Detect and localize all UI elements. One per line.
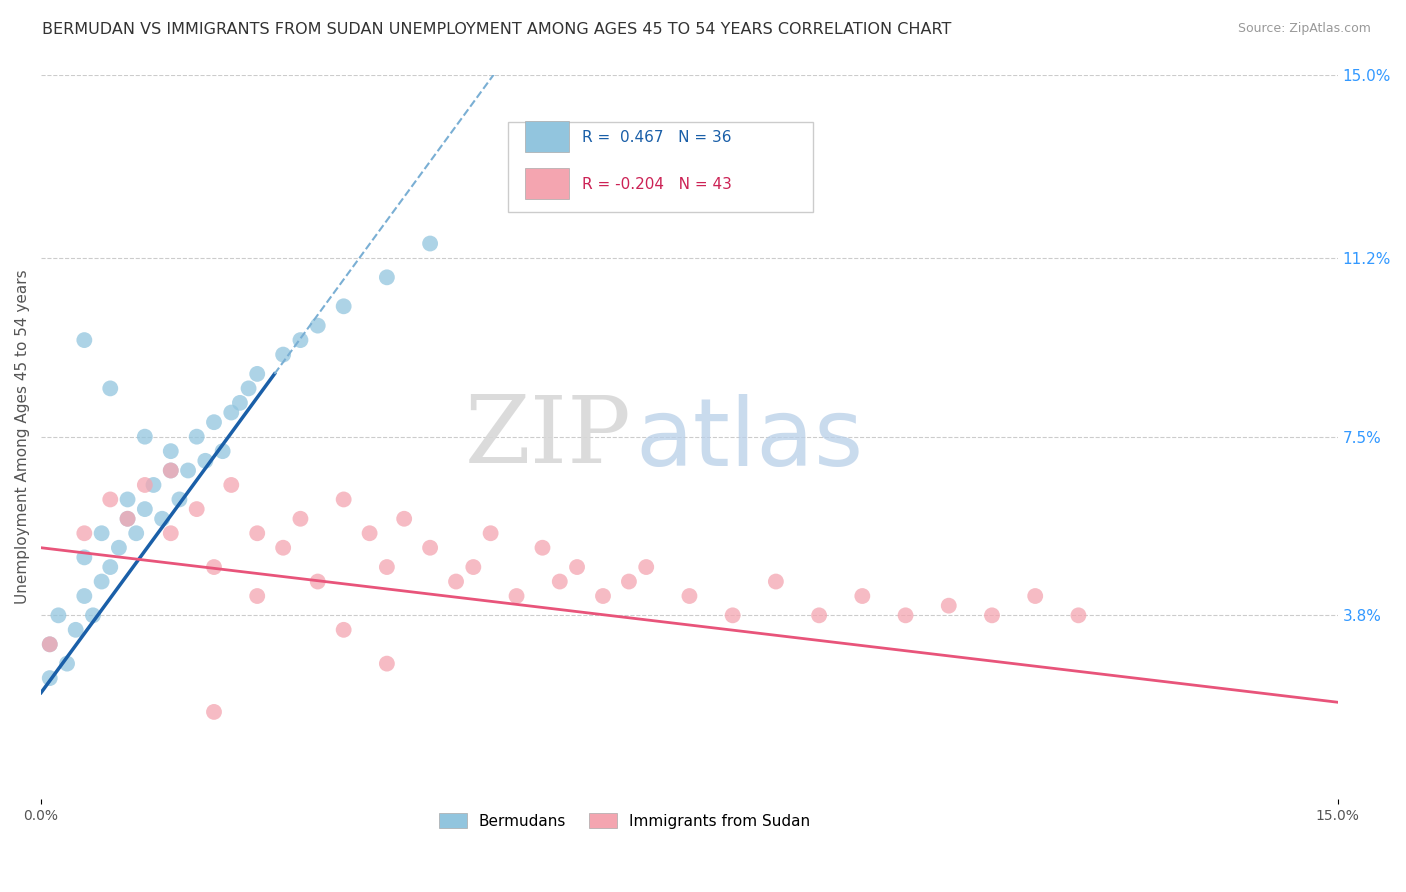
Point — [332, 299, 354, 313]
Point — [617, 574, 640, 589]
Point — [246, 589, 269, 603]
Point — [73, 526, 96, 541]
FancyBboxPatch shape — [508, 121, 813, 212]
Point — [419, 541, 441, 555]
Point — [90, 574, 112, 589]
Text: atlas: atlas — [636, 394, 863, 486]
Point — [202, 560, 225, 574]
Point — [90, 526, 112, 541]
Point — [419, 236, 441, 251]
FancyBboxPatch shape — [524, 168, 569, 199]
Point — [117, 512, 139, 526]
Point — [169, 492, 191, 507]
Point — [98, 560, 121, 574]
Point — [808, 608, 831, 623]
Point — [211, 444, 233, 458]
Point — [108, 541, 131, 555]
Point — [219, 478, 242, 492]
Point — [98, 381, 121, 395]
Point — [177, 463, 200, 477]
Point — [194, 454, 217, 468]
Point — [307, 318, 329, 333]
Point — [125, 526, 148, 541]
Text: R =  0.467   N = 36: R = 0.467 N = 36 — [582, 130, 731, 145]
FancyBboxPatch shape — [524, 121, 569, 152]
Text: ZIP: ZIP — [464, 392, 631, 482]
Point — [359, 526, 381, 541]
Point — [505, 589, 527, 603]
Text: R = -0.204   N = 43: R = -0.204 N = 43 — [582, 178, 731, 192]
Point — [134, 430, 156, 444]
Point — [65, 623, 87, 637]
Text: BERMUDAN VS IMMIGRANTS FROM SUDAN UNEMPLOYMENT AMONG AGES 45 TO 54 YEARS CORRELA: BERMUDAN VS IMMIGRANTS FROM SUDAN UNEMPL… — [42, 22, 952, 37]
Point — [894, 608, 917, 623]
Point — [186, 502, 208, 516]
Point — [48, 608, 70, 623]
Point — [981, 608, 1004, 623]
Point — [479, 526, 502, 541]
Point — [332, 623, 354, 637]
Point — [1024, 589, 1046, 603]
Point — [159, 463, 181, 477]
Point — [159, 526, 181, 541]
Point — [186, 430, 208, 444]
Point — [375, 657, 398, 671]
Point — [134, 502, 156, 516]
Point — [134, 478, 156, 492]
Point — [565, 560, 588, 574]
Point — [851, 589, 873, 603]
Point — [531, 541, 554, 555]
Point — [636, 560, 658, 574]
Point — [938, 599, 960, 613]
Point — [202, 415, 225, 429]
Point — [150, 512, 173, 526]
Point — [392, 512, 415, 526]
Point — [290, 333, 312, 347]
Point — [117, 492, 139, 507]
Point — [82, 608, 104, 623]
Point — [73, 333, 96, 347]
Point — [307, 574, 329, 589]
Point — [246, 367, 269, 381]
Point — [246, 526, 269, 541]
Y-axis label: Unemployment Among Ages 45 to 54 years: Unemployment Among Ages 45 to 54 years — [15, 269, 30, 604]
Point — [332, 492, 354, 507]
Point — [463, 560, 485, 574]
Point — [38, 671, 60, 685]
Point — [159, 444, 181, 458]
Point — [159, 463, 181, 477]
Point — [38, 637, 60, 651]
Point — [142, 478, 165, 492]
Legend: Bermudans, Immigrants from Sudan: Bermudans, Immigrants from Sudan — [433, 806, 815, 835]
Point — [721, 608, 744, 623]
Point — [229, 396, 252, 410]
Point — [117, 512, 139, 526]
Point — [765, 574, 787, 589]
Point — [219, 405, 242, 419]
Text: Source: ZipAtlas.com: Source: ZipAtlas.com — [1237, 22, 1371, 36]
Point — [38, 637, 60, 651]
Point — [290, 512, 312, 526]
Point — [375, 270, 398, 285]
Point — [1067, 608, 1090, 623]
Point — [592, 589, 614, 603]
Point — [73, 550, 96, 565]
Point — [375, 560, 398, 574]
Point — [56, 657, 79, 671]
Point — [98, 492, 121, 507]
Point — [548, 574, 571, 589]
Point — [678, 589, 700, 603]
Point — [238, 381, 260, 395]
Point — [73, 589, 96, 603]
Point — [202, 705, 225, 719]
Point — [271, 348, 294, 362]
Point — [271, 541, 294, 555]
Point — [444, 574, 467, 589]
